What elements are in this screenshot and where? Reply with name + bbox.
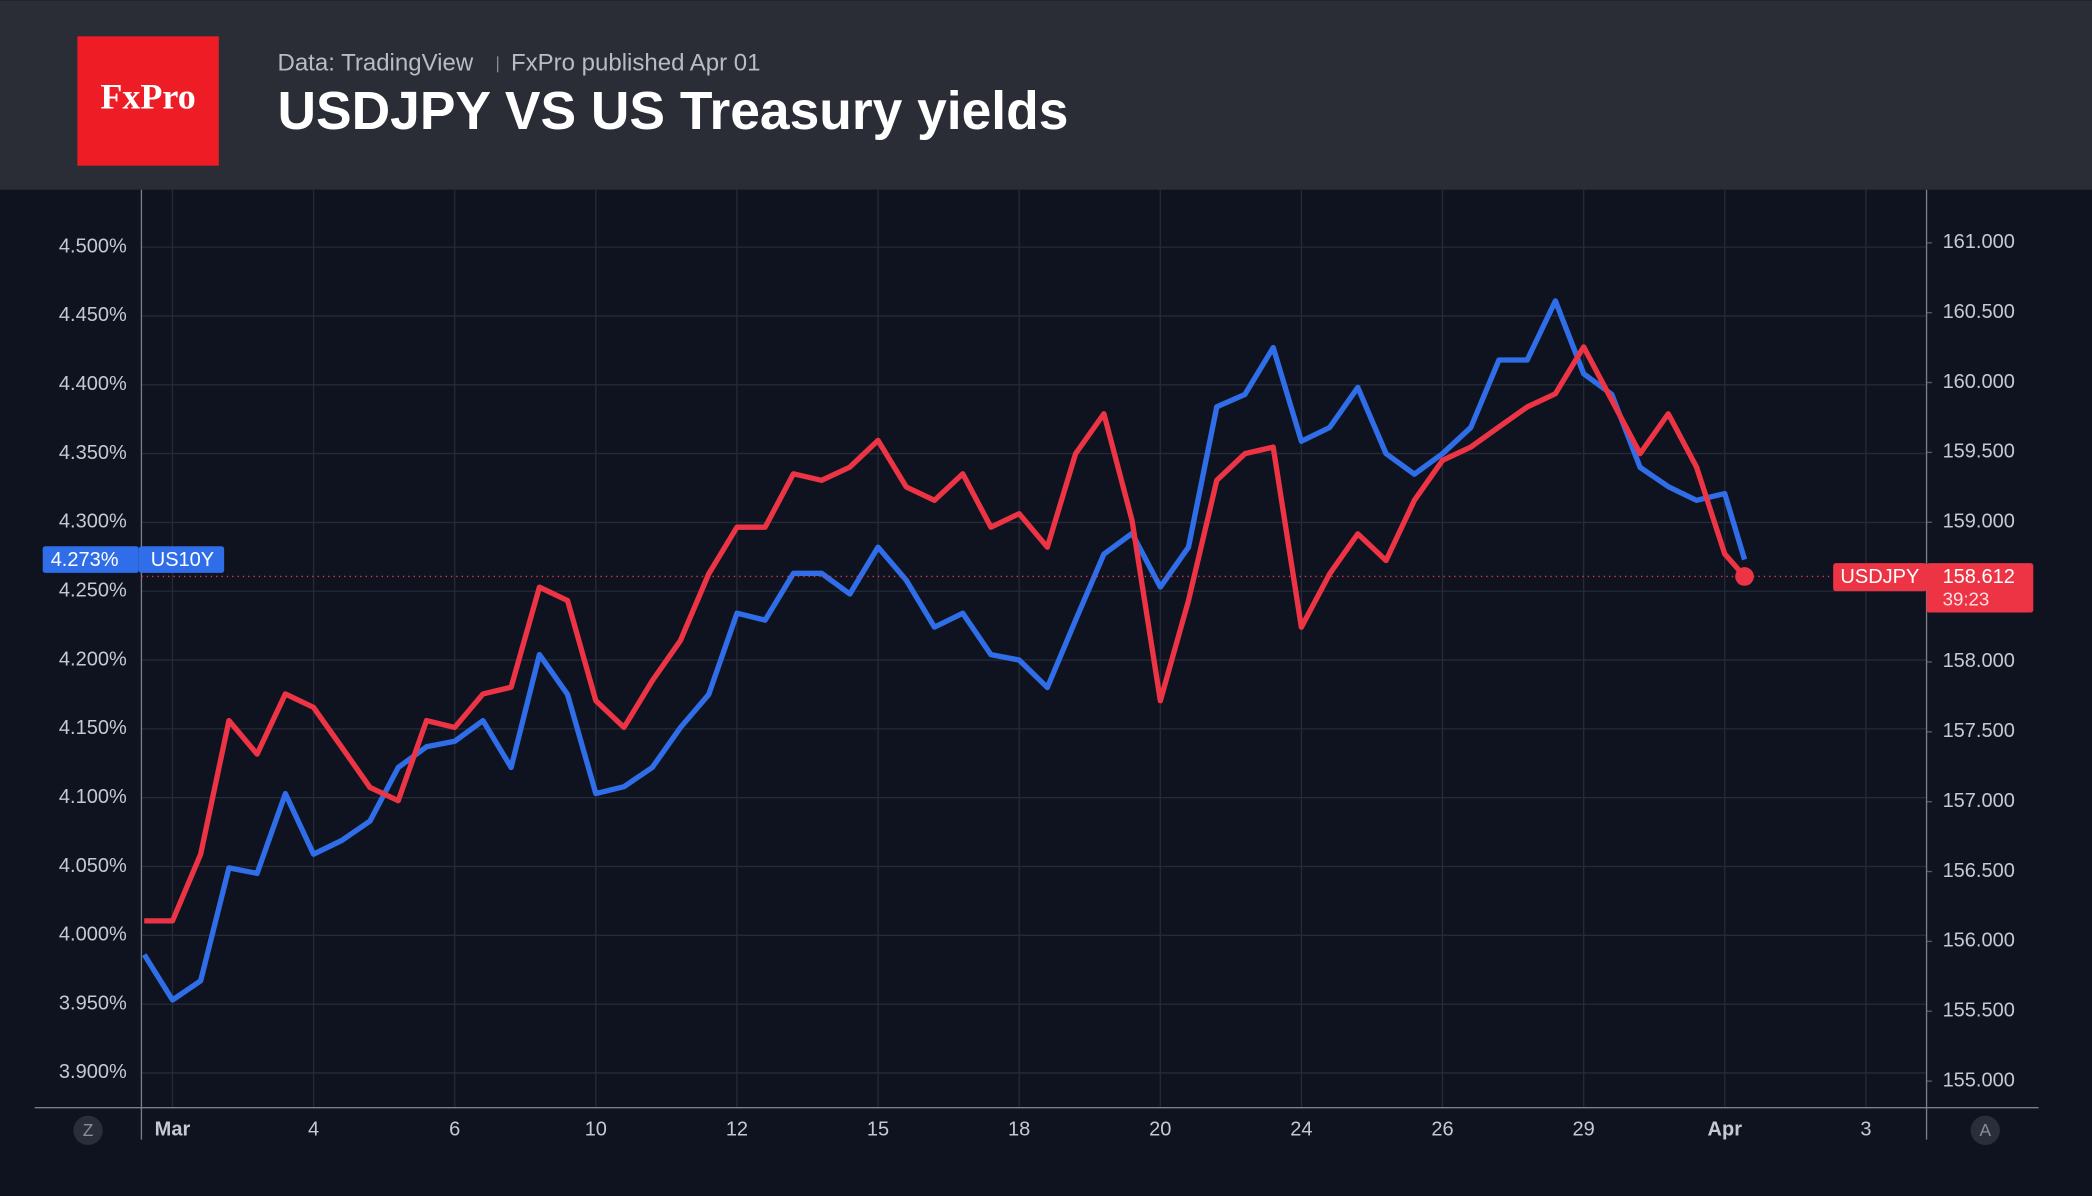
series-line xyxy=(144,344,1747,924)
y-tick-label: 4.350% xyxy=(59,442,127,464)
y2-tick-label: 155.500 xyxy=(1943,1000,2015,1022)
y-tick-label: 3.950% xyxy=(59,992,127,1014)
plot: 3.900% 3.950% 4.000% 4.050% 4.100% 4.150% 4.20… xyxy=(34,189,2039,1146)
y2-tick-label: 156.500 xyxy=(1943,860,2015,882)
price-label: 158.612 xyxy=(1943,566,2015,588)
x-tick-label: 6 xyxy=(449,1119,460,1141)
y-tick-label: 4.250% xyxy=(59,580,127,602)
x-tick-label: Apr xyxy=(1708,1119,1743,1141)
price-badge xyxy=(1926,563,2034,613)
axis-button[interactable] xyxy=(73,1115,103,1146)
x-tick-label: 4 xyxy=(308,1119,319,1141)
header-bar xyxy=(0,0,2092,190)
x-tick-label: 20 xyxy=(1149,1119,1171,1141)
price-badge xyxy=(42,546,139,573)
y2-tick-label: 156.000 xyxy=(1943,930,2015,952)
x-tick-label: 18 xyxy=(1008,1119,1030,1141)
y2-tick-label: 160.500 xyxy=(1943,301,2015,323)
y2-tick-label: 158.000 xyxy=(1943,650,2015,672)
countdown: 39:23 xyxy=(1943,588,1990,609)
y-tick-label: 3.900% xyxy=(59,1061,127,1083)
name-badge xyxy=(138,546,225,573)
y-tick-label: 4.200% xyxy=(59,648,127,670)
x-tick-label: 12 xyxy=(726,1119,748,1141)
last-point xyxy=(1735,567,1754,586)
y-tick-label: 4.100% xyxy=(59,786,127,808)
y-tick-label: 4.000% xyxy=(59,924,127,946)
y2-tick-label: 160.000 xyxy=(1943,371,2015,393)
x-tick-label: Mar xyxy=(155,1119,191,1141)
axis-button-label[interactable]: Z xyxy=(83,1120,94,1140)
y-tick-label: 4.300% xyxy=(59,511,127,533)
y2-tick-label: 159.500 xyxy=(1943,441,2015,463)
y-tick-label: 4.050% xyxy=(59,855,127,877)
y2-tick-label: 161.000 xyxy=(1943,231,2015,253)
x-tick-label: 29 xyxy=(1573,1119,1595,1141)
x-tick-label: 10 xyxy=(585,1119,607,1141)
y-tick-label: 4.400% xyxy=(59,373,127,395)
y-tick-label: 4.450% xyxy=(59,304,127,326)
y2-tick-label: 157.000 xyxy=(1943,790,2015,812)
y-tick-label: 4.150% xyxy=(59,717,127,739)
x-tick-label: 3 xyxy=(1860,1119,1871,1141)
price-label: 4.273% xyxy=(51,549,119,571)
y2-tick-label: 159.000 xyxy=(1943,511,2015,533)
y2-tick-label: 155.000 xyxy=(1943,1069,2015,1091)
name-badge xyxy=(1833,563,1927,592)
published: FxPro published Apr 01 xyxy=(511,50,760,77)
axis-button[interactable] xyxy=(1970,1115,2000,1146)
x-tick-label: 15 xyxy=(867,1119,889,1141)
x-tick-label: 24 xyxy=(1290,1119,1312,1141)
chart-title: USDJPY VS US Treasury yields xyxy=(278,82,1069,141)
series-name: US10Y xyxy=(151,549,214,571)
x-tick-label: 26 xyxy=(1431,1119,1453,1141)
axis-button-label[interactable]: A xyxy=(1979,1120,1991,1140)
source: Data: TradingView xyxy=(278,50,474,77)
series-name: USDJPY xyxy=(1840,566,1919,588)
y-tick-label: 4.500% xyxy=(59,235,127,257)
y2-tick-label: 157.500 xyxy=(1943,720,2015,742)
logo: FxPro xyxy=(100,77,195,117)
logo-box xyxy=(77,36,219,166)
